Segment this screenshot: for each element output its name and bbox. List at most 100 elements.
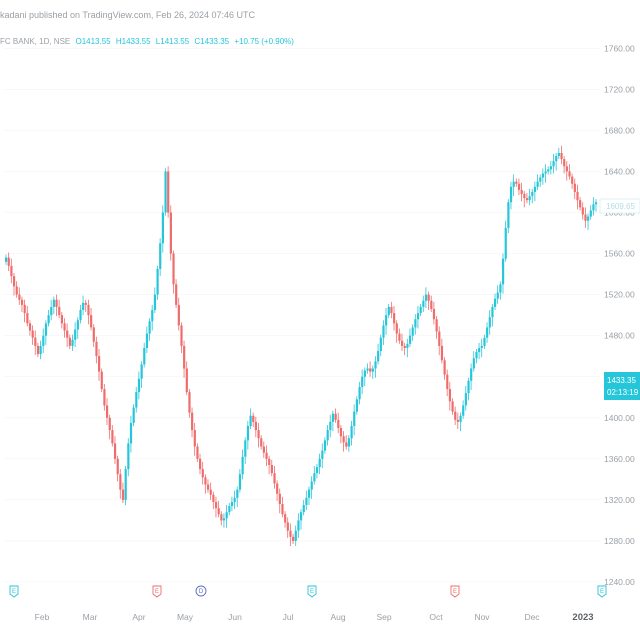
candle-body-63 (172, 253, 175, 285)
candle-176 (472, 351, 475, 372)
earnings-marker-4[interactable]: E (450, 585, 460, 598)
candle-175 (470, 363, 473, 391)
candle-189 (507, 199, 510, 234)
candle-117 (315, 463, 319, 479)
candle-body-115 (310, 481, 313, 490)
candle-body-56 (153, 294, 157, 310)
earnings-marker-5[interactable]: E (597, 585, 607, 598)
candle-body-190 (509, 186, 513, 203)
candle-7 (23, 299, 26, 323)
candle-body-181 (486, 327, 489, 338)
candle-91 (246, 420, 250, 450)
candle-body-177 (475, 352, 478, 359)
candle-1 (7, 252, 10, 271)
candle-body-64 (175, 284, 178, 305)
x-tick-label-1: Mar (83, 612, 98, 622)
chart-header: kadani published on TradingView.com, Feb… (0, 0, 600, 56)
candle-92 (249, 408, 252, 430)
y-tick-label-3: 1640.00 (604, 166, 635, 176)
marker-label-4: E (453, 589, 457, 595)
candle-63 (172, 250, 175, 294)
candle-body-83 (225, 512, 228, 519)
candle-2 (10, 258, 13, 284)
time-axis[interactable]: Feb Mar Apr May Jun Jul Aug Sep Oct Nov Dec 2023 (35, 612, 594, 623)
candle-108 (292, 533, 295, 545)
candle-112 (302, 499, 305, 516)
candle-221 (592, 197, 595, 216)
candle-100 (270, 459, 273, 477)
candle-body-203 (544, 171, 547, 174)
candle-107 (289, 523, 292, 547)
dividend-marker-2[interactable]: D (195, 585, 207, 597)
candle-172 (462, 400, 465, 419)
candle-body-62 (169, 212, 172, 254)
candle-192 (515, 178, 518, 187)
candle-160 (430, 295, 433, 313)
candle-body-97 (262, 446, 265, 453)
candle-208 (557, 147, 560, 160)
candle-187 (501, 253, 505, 294)
candle-191 (512, 174, 515, 197)
x-tick-label-2: Apr (132, 612, 145, 622)
candle-body-201 (539, 177, 542, 182)
candle-body-172 (462, 405, 465, 416)
candle-131 (353, 404, 356, 436)
candle-body-195 (523, 194, 526, 199)
candle-159 (427, 291, 430, 310)
candle-97 (262, 441, 265, 458)
price-axis[interactable]: 1760.001720.001680.001640.001600.001560.… (604, 43, 635, 587)
candle-87 (236, 486, 239, 508)
candle-body-101 (273, 473, 276, 484)
candle-125 (337, 412, 340, 434)
candle-46 (127, 438, 130, 477)
y-tick-label-10: 1360.00 (604, 454, 635, 464)
candle-79 (214, 496, 218, 518)
candle-body-187 (501, 258, 505, 285)
marker-label-5: E (600, 589, 604, 595)
candle-153 (411, 324, 414, 341)
marker-label-1: E (155, 589, 159, 595)
current-price-tag (604, 372, 640, 400)
candle-127 (342, 431, 345, 452)
candle-body-186 (499, 284, 502, 293)
candle-72 (196, 443, 199, 462)
x-tick-label-6: Aug (330, 612, 345, 622)
candle-body-133 (358, 386, 361, 400)
candle-body-183 (491, 306, 494, 318)
candle-151 (406, 338, 409, 358)
candle-150 (403, 342, 406, 356)
candle-body-7 (23, 304, 26, 314)
candle-128 (345, 435, 348, 450)
candle-138 (371, 365, 374, 379)
candle-113 (305, 490, 308, 511)
candle-207 (555, 152, 558, 171)
candle-37 (103, 383, 106, 411)
candle-130 (350, 420, 353, 446)
candle-body-156 (419, 306, 422, 314)
candle-123 (331, 410, 335, 432)
candle-85 (230, 496, 234, 512)
candle-73 (199, 453, 202, 475)
candle-142 (382, 320, 385, 345)
candle-body-68 (185, 368, 188, 393)
candle-body-120 (323, 440, 327, 451)
earnings-marker-0[interactable]: E (9, 585, 19, 598)
candle-body-197 (528, 196, 531, 201)
candle-body-221 (592, 204, 595, 211)
candle-body-49 (135, 392, 138, 408)
candle-15 (44, 320, 48, 345)
candle-203 (544, 164, 547, 183)
candle-182 (488, 310, 491, 335)
candle-70 (191, 407, 194, 438)
earnings-marker-3[interactable]: E (307, 585, 317, 598)
earnings-marker-1[interactable]: E (152, 585, 162, 598)
candle-96 (260, 435, 263, 450)
candle-143 (385, 307, 388, 335)
candle-133 (358, 381, 361, 405)
candle-body-15 (44, 323, 48, 336)
candle-body-102 (276, 483, 279, 494)
candle-body-55 (151, 310, 154, 322)
low-value: L1413.55 (155, 37, 190, 46)
candle-body-106 (286, 522, 289, 531)
